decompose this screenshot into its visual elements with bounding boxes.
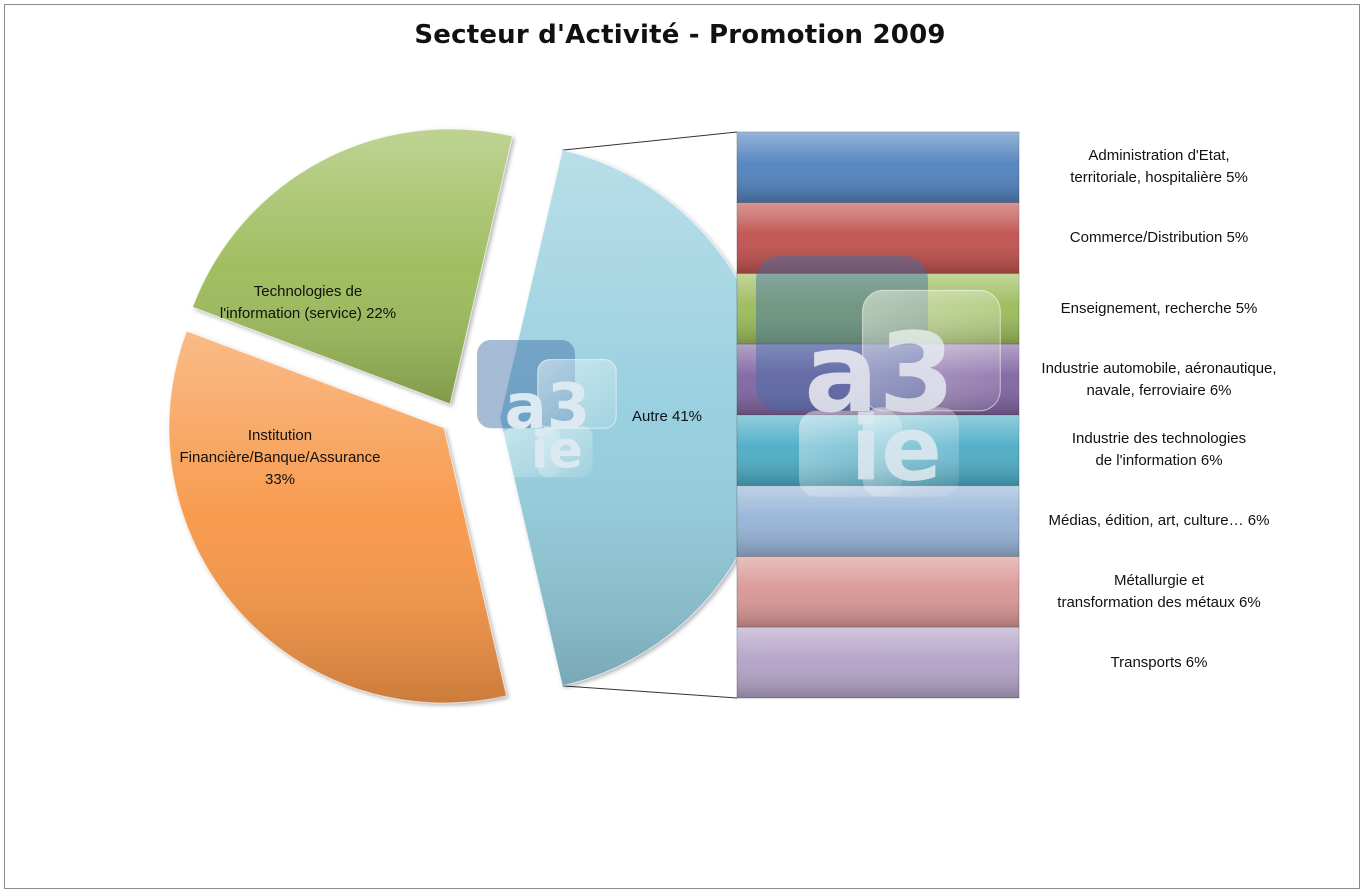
connector-top-line	[562, 131, 738, 151]
bar-label-0: Administration d'Etat, territoriale, hos…	[1070, 147, 1248, 187]
pie-label-technologies: Technologies de l'information (service) …	[219, 283, 397, 322]
pie-slice-autre	[499, 149, 776, 687]
bar-label-1: Commerce/Distribution 5%	[1069, 229, 1249, 247]
pie-slice-technologies	[191, 128, 514, 405]
pie-label-finance: Institution Financière/Banque/Assurance …	[179, 427, 381, 488]
pie-slice-finance	[168, 330, 508, 704]
bar-segment-1	[736, 202, 1020, 274]
logo-small-text-bottom: ie	[531, 421, 583, 480]
logo-large-text-bottom: ie	[851, 398, 942, 502]
bar-label-6: Métallurgie et transformation des métaux…	[1057, 571, 1261, 611]
bar-label-5: Médias, édition, art, culture… 6%	[1048, 512, 1270, 530]
bar-segment-7	[736, 626, 1020, 699]
connector-bottom-line	[562, 685, 738, 699]
chart-title: Secteur d'Activité - Promotion 2009	[414, 20, 946, 50]
logo-large-text-top: a3	[804, 309, 955, 437]
bar-segment-6	[736, 556, 1020, 628]
bar-segment-0	[736, 131, 1020, 204]
bar-label-7: Transports 6%	[1110, 653, 1208, 671]
logo-small-text-top: a3	[504, 370, 590, 443]
pie-label-autre: Autre 41%	[631, 408, 703, 425]
bar-label-2: Enseignement, recherche 5%	[1060, 299, 1258, 317]
bar-label-4: Industrie des technologies de l'informat…	[1071, 430, 1247, 470]
bar-label-3: Industrie automobile, aéronautique, nava…	[1041, 359, 1277, 399]
